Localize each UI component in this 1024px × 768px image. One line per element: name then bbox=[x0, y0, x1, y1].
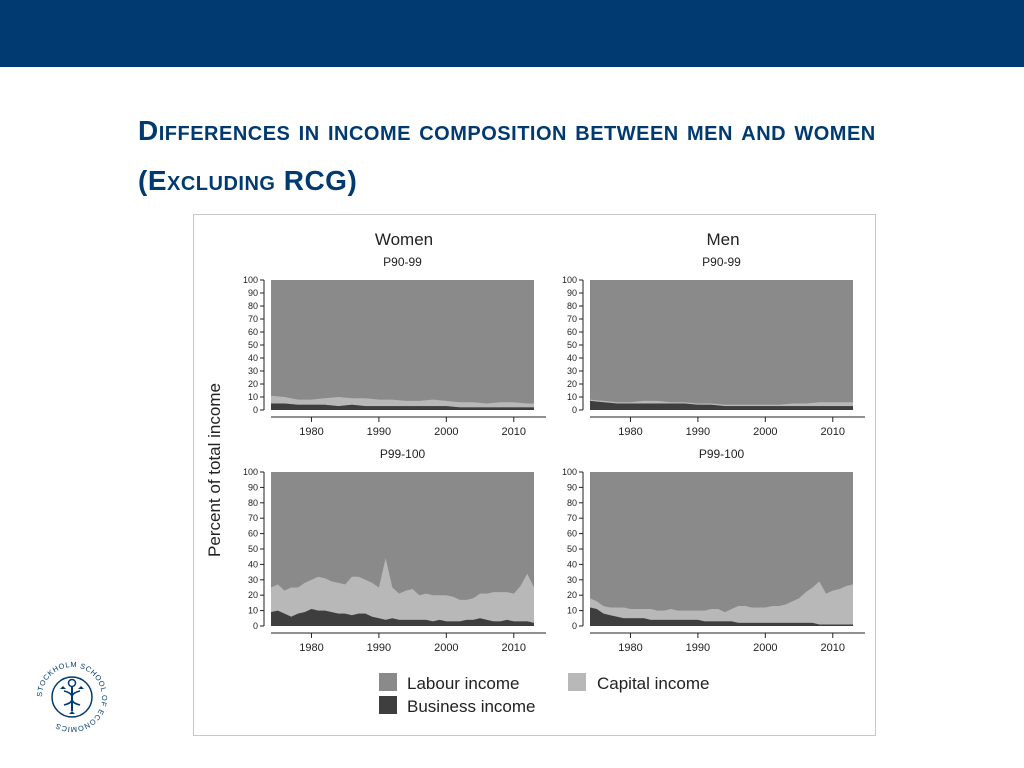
column-title-women: Women bbox=[375, 230, 433, 249]
panel-women-p99-100: P99-100 0 10 20 30 40 50 60 70 80 90 100 1980 1990 200… bbox=[243, 447, 546, 654]
y-tick-label: 0 bbox=[572, 621, 577, 631]
y-tick-label: 50 bbox=[248, 544, 258, 554]
y-tick-label: 80 bbox=[567, 301, 577, 311]
y-tick-label: 40 bbox=[567, 353, 577, 363]
chart-figure: Women Men Percent of total income P90-99… bbox=[193, 214, 876, 736]
sse-emblem-icon: STOCKHOLM SCHOOL OF ECONOMICS bbox=[35, 660, 109, 734]
y-tick-label: 10 bbox=[248, 392, 258, 402]
x-tick-label: 1980 bbox=[299, 426, 323, 438]
series-capital-area bbox=[590, 399, 853, 407]
y-tick-label: 50 bbox=[248, 340, 258, 350]
y-tick-label: 70 bbox=[567, 513, 577, 523]
y-tick-label: 50 bbox=[567, 544, 577, 554]
legend-label-labour: Labour income bbox=[407, 674, 519, 693]
x-tick-label: 1980 bbox=[299, 642, 323, 654]
x-tick-label: 2010 bbox=[821, 642, 845, 654]
y-tick-label: 50 bbox=[567, 340, 577, 350]
y-tick-label: 100 bbox=[562, 275, 577, 285]
y-tick-label: 70 bbox=[248, 513, 258, 523]
y-axis-label: Percent of total income bbox=[205, 383, 224, 557]
series-capital-area bbox=[271, 395, 534, 408]
x-tick-label: 1990 bbox=[367, 642, 391, 654]
y-tick-label: 80 bbox=[248, 498, 258, 508]
y-tick-label: 70 bbox=[248, 314, 258, 324]
x-tick-label: 2000 bbox=[753, 642, 777, 654]
x-tick-label: 1980 bbox=[618, 642, 642, 654]
legend-label-capital: Capital income bbox=[597, 674, 709, 693]
panel-men-p90-99: P90-99 0 10 20 30 40 50 60 70 80 90 100 1980 1990 2000… bbox=[562, 255, 865, 438]
series-labour-area bbox=[271, 280, 534, 410]
y-tick-label: 10 bbox=[248, 606, 258, 616]
x-tick-label: 2010 bbox=[502, 642, 526, 654]
y-tick-label: 60 bbox=[248, 529, 258, 539]
legend-swatch-business bbox=[379, 696, 397, 714]
x-tick-label: 2000 bbox=[434, 642, 458, 654]
y-tick-label: 90 bbox=[248, 288, 258, 298]
panel-title: P90-99 bbox=[702, 255, 741, 269]
y-tick-label: 100 bbox=[562, 467, 577, 477]
series-business-area bbox=[271, 609, 534, 626]
chart-legend: Labour income Capital income Business in… bbox=[379, 673, 709, 716]
y-tick-label: 100 bbox=[243, 275, 258, 285]
y-tick-label: 60 bbox=[248, 327, 258, 337]
y-tick-label: 20 bbox=[248, 379, 258, 389]
y-tick-label: 90 bbox=[567, 482, 577, 492]
y-tick-label: 90 bbox=[248, 482, 258, 492]
x-tick-label: 2010 bbox=[502, 426, 526, 438]
y-tick-label: 40 bbox=[567, 559, 577, 569]
y-tick-label: 30 bbox=[248, 366, 258, 376]
panel-men-p99-100: P99-100 0 10 20 30 40 50 60 70 80 90 100 1980 1990 200… bbox=[562, 447, 865, 654]
x-tick-label: 2000 bbox=[434, 426, 458, 438]
header-bar bbox=[0, 0, 1024, 67]
series-business-area bbox=[590, 400, 853, 410]
y-tick-label: 0 bbox=[253, 621, 258, 631]
slide-title: Differences in income composition betwee… bbox=[138, 115, 876, 196]
series-labour-area bbox=[590, 280, 853, 410]
x-tick-label: 2000 bbox=[753, 426, 777, 438]
y-tick-label: 0 bbox=[253, 405, 258, 415]
series-business-area bbox=[271, 403, 534, 410]
y-tick-label: 30 bbox=[248, 575, 258, 585]
y-tick-label: 40 bbox=[248, 353, 258, 363]
x-tick-label: 1990 bbox=[686, 642, 710, 654]
x-tick-label: 1990 bbox=[686, 426, 710, 438]
y-tick-label: 20 bbox=[567, 590, 577, 600]
panel-title: P90-99 bbox=[383, 255, 422, 269]
y-tick-label: 10 bbox=[567, 606, 577, 616]
x-tick-label: 1990 bbox=[367, 426, 391, 438]
y-tick-label: 80 bbox=[567, 498, 577, 508]
legend-swatch-labour bbox=[379, 673, 397, 691]
series-capital-area bbox=[590, 581, 853, 625]
y-tick-label: 20 bbox=[567, 379, 577, 389]
legend-swatch-capital bbox=[568, 673, 586, 691]
y-tick-label: 0 bbox=[572, 405, 577, 415]
panel-title: P99-100 bbox=[380, 447, 426, 461]
y-tick-label: 10 bbox=[567, 392, 577, 402]
y-tick-label: 80 bbox=[248, 301, 258, 311]
y-tick-label: 70 bbox=[567, 314, 577, 324]
panel-title: P99-100 bbox=[699, 447, 745, 461]
y-tick-label: 60 bbox=[567, 529, 577, 539]
x-tick-label: 1980 bbox=[618, 426, 642, 438]
y-tick-label: 90 bbox=[567, 288, 577, 298]
panel-women-p90-99: P90-99 0 10 20 30 40 50 60 70 80 90 100 1980 1990 2000… bbox=[243, 255, 546, 438]
legend-label-business: Business income bbox=[407, 697, 536, 716]
series-business-area bbox=[590, 607, 853, 626]
y-tick-label: 30 bbox=[567, 366, 577, 376]
y-tick-label: 60 bbox=[567, 327, 577, 337]
y-tick-label: 40 bbox=[248, 559, 258, 569]
column-title-men: Men bbox=[706, 230, 739, 249]
y-tick-label: 30 bbox=[567, 575, 577, 585]
series-capital-area bbox=[271, 558, 534, 623]
y-tick-label: 20 bbox=[248, 590, 258, 600]
x-tick-label: 2010 bbox=[821, 426, 845, 438]
income-composition-chart: Women Men Percent of total income P90-99… bbox=[205, 230, 865, 716]
y-tick-label: 100 bbox=[243, 467, 258, 477]
